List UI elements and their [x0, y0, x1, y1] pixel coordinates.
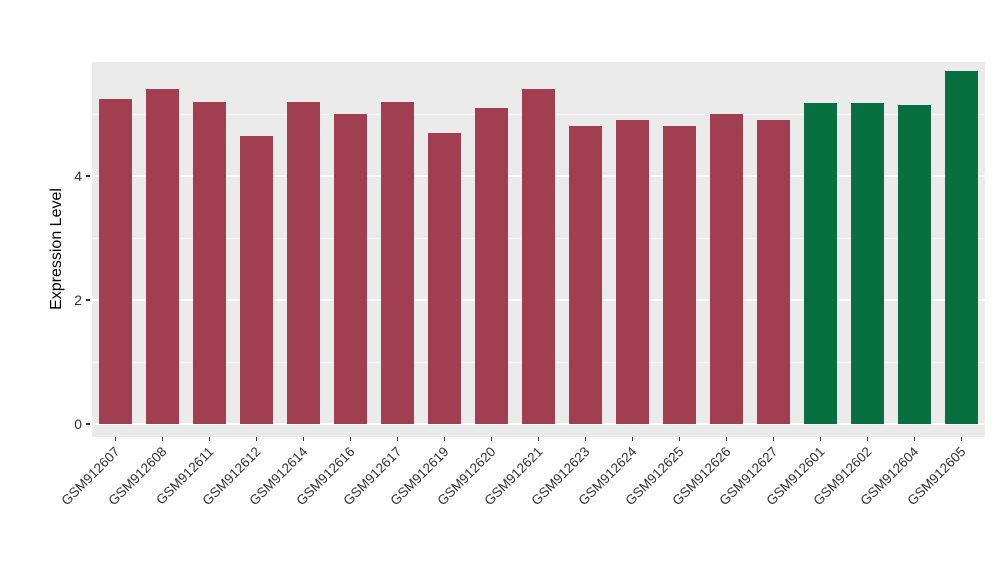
bar-GSM912626	[710, 114, 743, 424]
x-tick-mark	[396, 437, 399, 441]
bar-GSM912604	[898, 104, 931, 424]
x-tick-mark	[960, 437, 963, 441]
x-tick-mark	[537, 437, 540, 441]
x-tick-mark	[913, 437, 916, 441]
y-tick-mark	[86, 423, 90, 425]
x-tick-mark	[302, 437, 305, 441]
bar-GSM912616	[334, 114, 367, 424]
bar-GSM912623	[569, 126, 602, 424]
x-tick-mark	[866, 437, 869, 441]
bar-GSM912611	[193, 101, 226, 424]
x-tick-mark	[255, 437, 258, 441]
x-tick-mark	[819, 437, 822, 441]
x-tick-mark	[161, 437, 164, 441]
x-tick-mark	[208, 437, 211, 441]
y-tick-mark	[86, 175, 90, 177]
y-tick-label: 0	[74, 416, 82, 432]
y-tick-label: 4	[74, 168, 82, 184]
bar-GSM912625	[663, 126, 696, 424]
y-tick-label: 2	[74, 292, 82, 308]
bar-GSM912608	[146, 89, 179, 424]
x-tick-mark	[678, 437, 681, 441]
bar-GSM912607	[99, 98, 132, 424]
gridline-major	[92, 423, 985, 425]
bar-GSM912602	[851, 102, 884, 424]
bar-GSM912614	[287, 101, 320, 424]
y-tick-mark	[86, 299, 90, 301]
x-tick-mark	[443, 437, 446, 441]
x-tick-mark	[772, 437, 775, 441]
plot-area	[92, 62, 985, 437]
bar-GSM912619	[428, 132, 461, 424]
x-tick-mark	[584, 437, 587, 441]
bar-GSM912617	[381, 101, 414, 424]
bar-GSM912627	[757, 120, 790, 424]
bar-GSM912612	[240, 135, 273, 424]
x-tick-mark	[490, 437, 493, 441]
bar-GSM912621	[522, 89, 555, 424]
x-tick-mark	[631, 437, 634, 441]
x-tick-mark	[114, 437, 117, 441]
x-tick-mark	[725, 437, 728, 441]
bar-GSM912605	[945, 70, 978, 424]
bar-GSM912624	[616, 120, 649, 424]
x-tick-mark	[349, 437, 352, 441]
bar-GSM912601	[804, 102, 837, 424]
bar-GSM912620	[475, 107, 508, 424]
